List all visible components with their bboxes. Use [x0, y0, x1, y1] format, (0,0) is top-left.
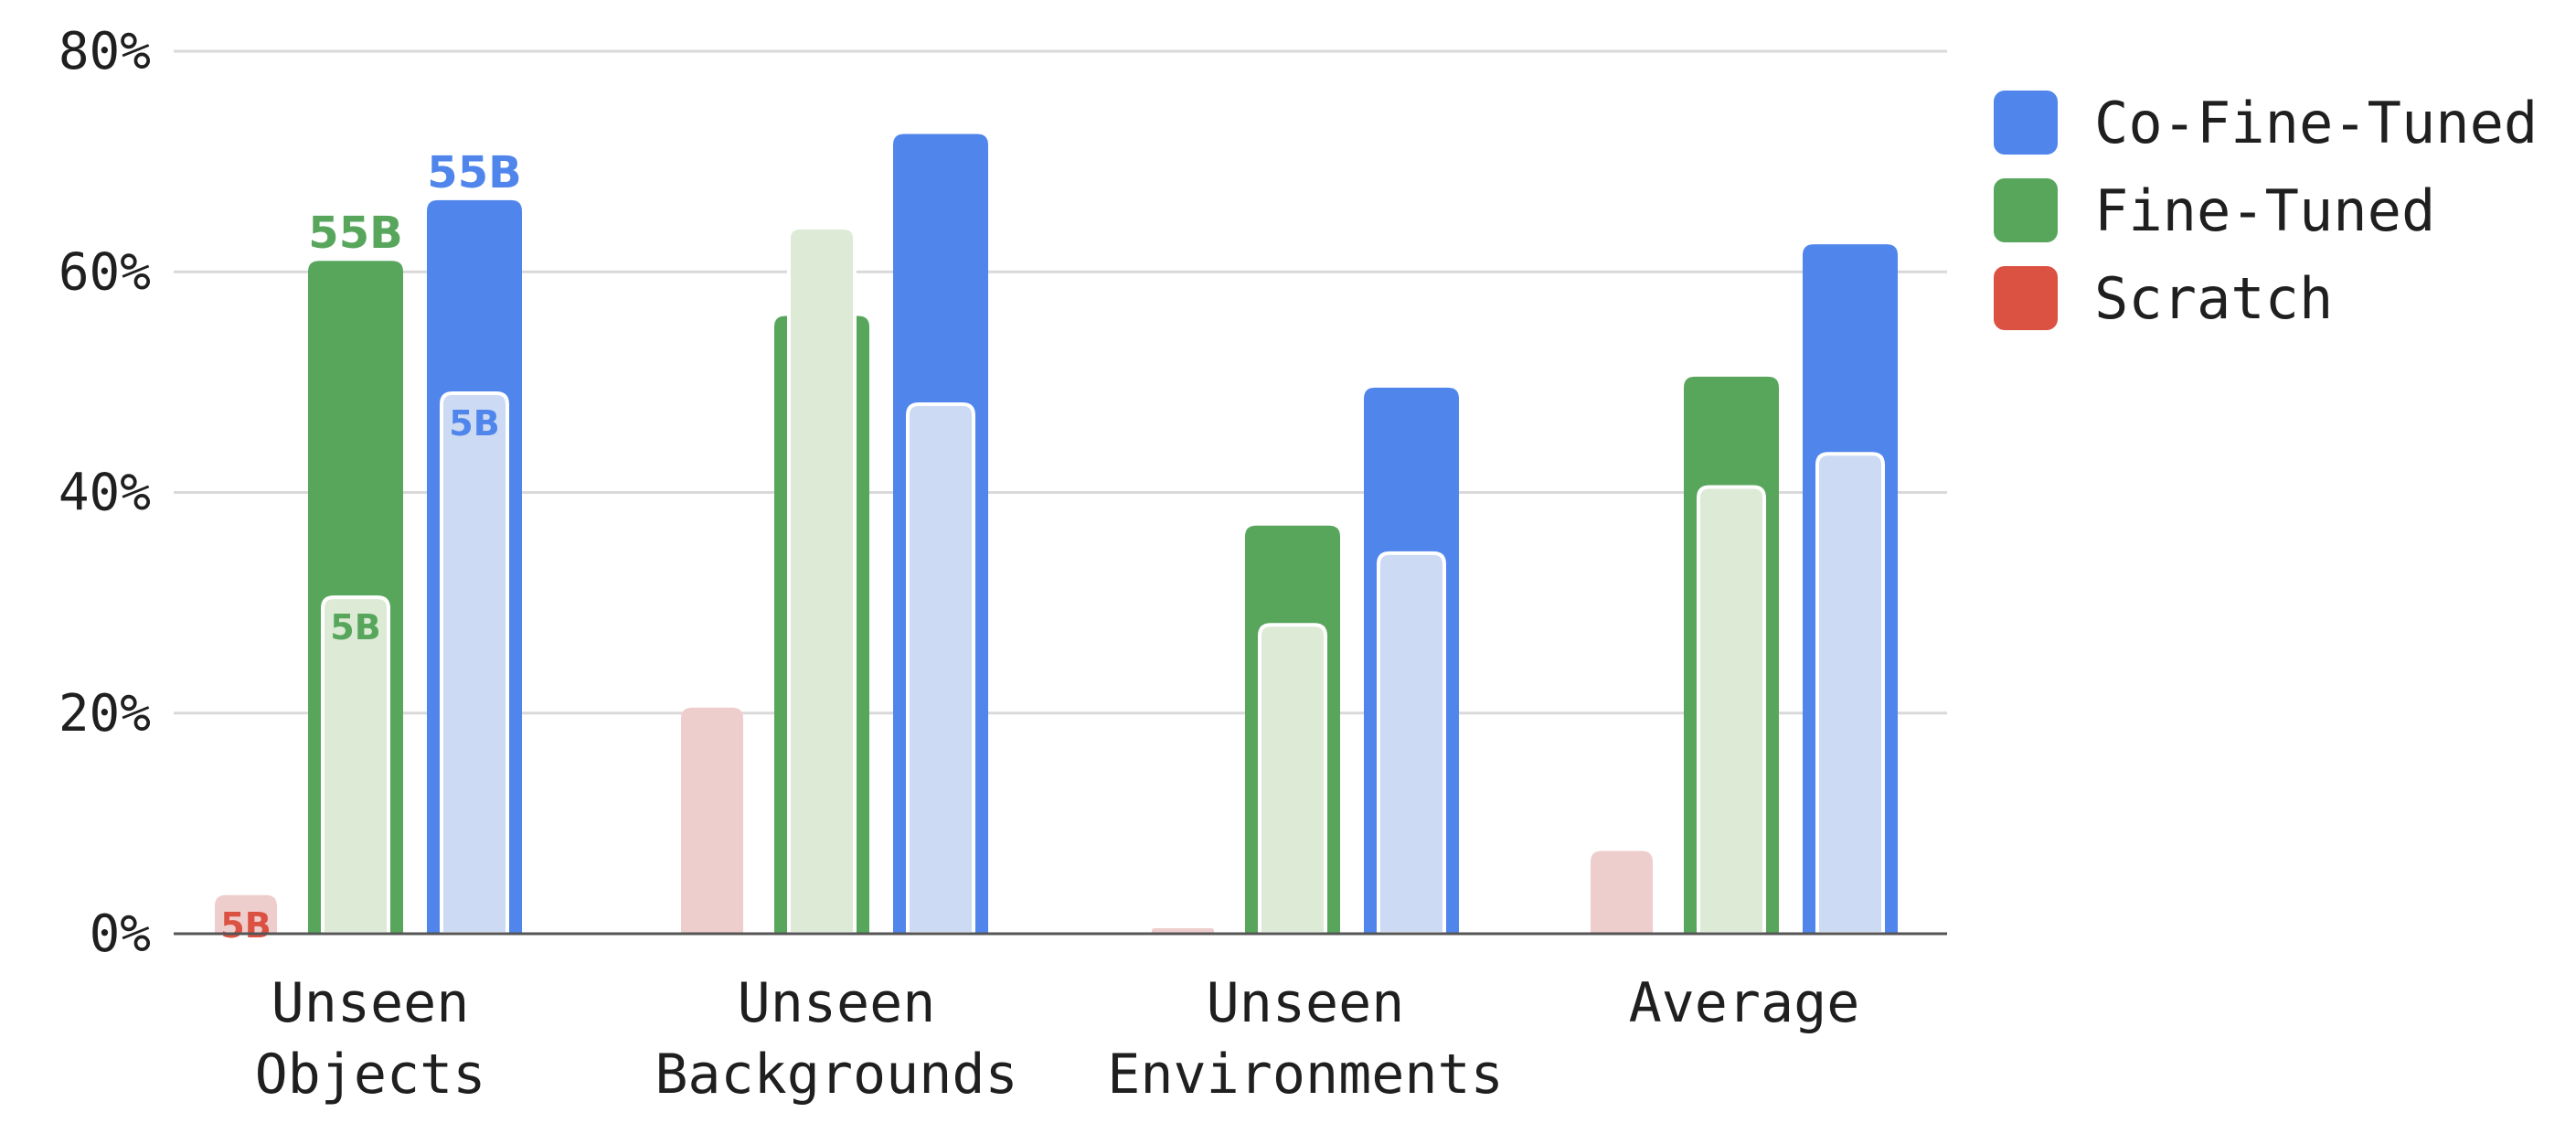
- legend-swatch-scratch: [1994, 266, 2058, 330]
- category-label-line: Unseen: [271, 971, 470, 1035]
- bar-annotation-finetuned-55b: 55B: [308, 208, 402, 259]
- category-label: Average: [1629, 971, 1860, 1035]
- y-tick-label: 60%: [59, 242, 151, 302]
- bar-scratch-5b: [215, 894, 277, 934]
- bar-co-fine-tuned-5b: [906, 402, 975, 936]
- bar-fine-tuned-5b: [1697, 485, 1766, 936]
- legend-swatch-fine-tuned: [1994, 178, 2058, 242]
- bar-co-fine-tuned-5b: [440, 390, 509, 936]
- bar-scratch-5b: [681, 707, 743, 934]
- category-label-line: Unseen: [1207, 971, 1405, 1035]
- bars: [215, 134, 1898, 936]
- bar-co-fine-tuned-5b: [1377, 551, 1446, 936]
- bar-fine-tuned-5b: [321, 595, 390, 936]
- legend-label: Fine-Tuned: [2094, 177, 2435, 244]
- category-label-line: Backgrounds: [655, 1043, 1017, 1107]
- y-axis: 0% 20% 40% 60% 80%: [59, 22, 151, 964]
- category-label-line: Objects: [255, 1043, 486, 1107]
- bar-fine-tuned-5b: [1258, 623, 1327, 936]
- category-label: Unseen Environments: [1107, 971, 1503, 1107]
- category-label-line: Unseen: [738, 971, 936, 1035]
- bar-annotation-finetuned-5b: 5B: [330, 607, 380, 647]
- y-tick-label: 40%: [59, 464, 151, 523]
- bar-fine-tuned-5b: [787, 226, 857, 936]
- bar-annotation-cofinetuned-55b: 55B: [427, 147, 521, 198]
- category-label: Unseen Backgrounds: [655, 971, 1017, 1107]
- bar-scratch-5b: [1591, 850, 1653, 934]
- legend: Co-Fine-Tuned Fine-Tuned Scratch: [1994, 90, 2538, 332]
- bar-co-fine-tuned-5b: [1815, 452, 1885, 936]
- bar-annotations: 5B 55B 5B 55B 5B: [220, 147, 521, 946]
- y-tick-label: 80%: [59, 22, 151, 81]
- y-tick-label: 0%: [90, 904, 151, 964]
- legend-label: Scratch: [2094, 265, 2333, 332]
- category-label-line: Average: [1629, 971, 1860, 1035]
- bar-annotation-scratch-5b: 5B: [220, 905, 271, 946]
- category-label-line: Environments: [1107, 1043, 1503, 1107]
- legend-swatch-co-fine-tuned: [1994, 91, 2058, 155]
- legend-label: Co-Fine-Tuned: [2094, 90, 2538, 156]
- y-tick-label: 20%: [59, 684, 151, 744]
- bar-scratch-5b: [1152, 927, 1214, 934]
- category-label: Unseen Objects: [255, 971, 486, 1107]
- bar-annotation-cofinetuned-5b: 5B: [449, 403, 499, 444]
- x-axis: Unseen Objects Unseen Backgrounds Unseen Envi…: [174, 932, 1947, 1107]
